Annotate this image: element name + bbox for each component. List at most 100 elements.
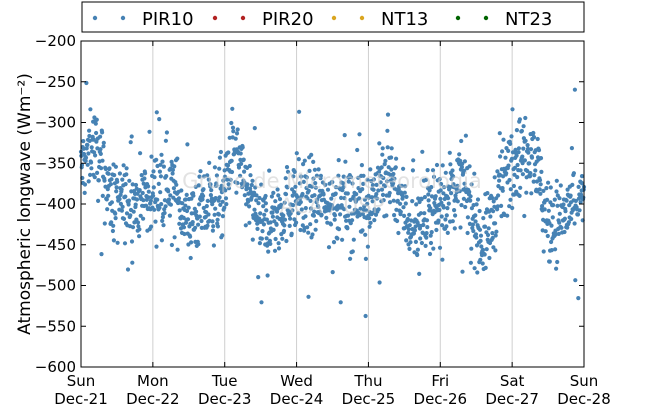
data-point bbox=[296, 157, 301, 162]
data-point bbox=[522, 213, 527, 219]
data-point bbox=[514, 153, 519, 158]
data-point bbox=[491, 199, 496, 204]
data-point bbox=[297, 181, 302, 186]
data-point bbox=[220, 233, 225, 238]
data-point bbox=[384, 213, 389, 218]
data-point bbox=[127, 178, 132, 183]
data-point bbox=[485, 232, 491, 238]
data-point bbox=[554, 266, 559, 271]
x-tick-label-date: Dec-23 bbox=[198, 390, 252, 408]
data-point bbox=[389, 155, 394, 160]
data-point bbox=[276, 193, 281, 198]
data-point bbox=[525, 143, 530, 148]
data-point bbox=[377, 141, 382, 146]
data-point bbox=[273, 199, 278, 204]
data-point bbox=[483, 265, 488, 270]
data-point bbox=[360, 228, 365, 233]
data-points bbox=[78, 80, 587, 319]
data-point bbox=[541, 249, 546, 254]
data-point bbox=[556, 231, 561, 236]
data-point bbox=[166, 197, 171, 202]
data-point bbox=[355, 147, 360, 153]
data-point bbox=[487, 255, 492, 261]
data-point bbox=[400, 194, 405, 199]
data-point bbox=[346, 213, 351, 218]
data-point bbox=[433, 194, 438, 199]
data-point bbox=[240, 145, 245, 150]
data-point bbox=[410, 168, 415, 173]
data-point bbox=[467, 189, 472, 194]
data-point bbox=[157, 205, 162, 210]
data-point bbox=[430, 168, 436, 173]
data-point bbox=[149, 224, 154, 229]
data-point bbox=[321, 192, 326, 197]
y-tick-label: −300 bbox=[35, 114, 76, 132]
data-point bbox=[292, 190, 297, 195]
data-point bbox=[414, 202, 419, 207]
data-point bbox=[396, 230, 401, 236]
data-point bbox=[520, 154, 525, 159]
data-point bbox=[282, 217, 288, 222]
data-point bbox=[446, 201, 451, 206]
data-point bbox=[424, 231, 429, 236]
data-point bbox=[89, 160, 94, 165]
data-point bbox=[250, 178, 255, 183]
data-point bbox=[434, 162, 440, 168]
data-point bbox=[538, 156, 544, 161]
x-tick-label-date: Dec-25 bbox=[342, 390, 396, 408]
data-point bbox=[140, 190, 145, 196]
x-tick-label-date: Dec-22 bbox=[126, 390, 180, 408]
data-point bbox=[179, 188, 184, 193]
data-point bbox=[155, 197, 160, 202]
data-point bbox=[217, 155, 222, 160]
data-point bbox=[217, 166, 222, 171]
data-point bbox=[121, 163, 126, 168]
data-point bbox=[117, 171, 122, 176]
data-point bbox=[196, 242, 201, 247]
data-point bbox=[278, 202, 284, 207]
data-point bbox=[266, 249, 271, 254]
data-point bbox=[478, 238, 483, 243]
data-point bbox=[264, 208, 269, 213]
data-point bbox=[228, 177, 233, 182]
data-point bbox=[557, 220, 562, 225]
data-point bbox=[364, 208, 369, 213]
data-point bbox=[110, 228, 115, 234]
data-point bbox=[214, 183, 219, 188]
data-point bbox=[458, 225, 463, 230]
data-point bbox=[158, 190, 163, 195]
data-point bbox=[121, 216, 127, 221]
data-point bbox=[382, 162, 387, 167]
data-point bbox=[341, 174, 346, 179]
data-point bbox=[493, 248, 498, 253]
data-point bbox=[240, 185, 245, 190]
data-point bbox=[374, 182, 379, 187]
data-point bbox=[301, 162, 306, 167]
data-point bbox=[380, 192, 386, 197]
data-point bbox=[569, 146, 575, 151]
data-point bbox=[572, 87, 578, 92]
data-point bbox=[486, 226, 491, 231]
data-point bbox=[128, 140, 133, 145]
data-point bbox=[285, 169, 291, 174]
data-point bbox=[289, 231, 294, 236]
data-point bbox=[461, 196, 466, 201]
data-point bbox=[112, 173, 117, 178]
data-point bbox=[297, 109, 302, 114]
data-point bbox=[330, 180, 335, 185]
data-point bbox=[268, 241, 273, 246]
data-point bbox=[516, 146, 522, 151]
data-point bbox=[374, 192, 379, 197]
data-point bbox=[428, 233, 433, 238]
data-point bbox=[382, 184, 388, 189]
data-point bbox=[219, 190, 224, 195]
data-point bbox=[457, 152, 462, 157]
legend-marker bbox=[331, 15, 337, 21]
data-point bbox=[100, 193, 105, 198]
data-point bbox=[191, 193, 196, 198]
data-point bbox=[547, 259, 552, 264]
data-point bbox=[440, 257, 445, 262]
data-point bbox=[209, 188, 214, 193]
data-point bbox=[363, 313, 368, 319]
data-point bbox=[470, 222, 475, 227]
